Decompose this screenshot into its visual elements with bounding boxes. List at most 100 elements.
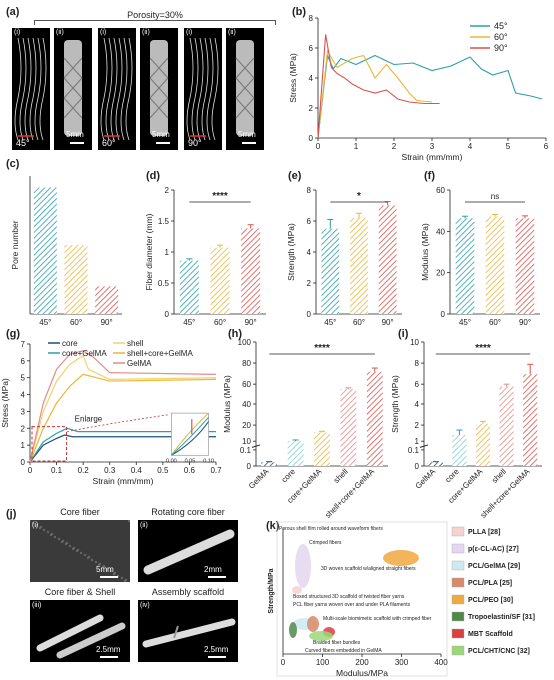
scatter-annotation: PCL fiber yarns woven over and under PLA… xyxy=(293,602,411,608)
y-tick-label: 1 xyxy=(21,441,26,450)
sub-label: (iv) xyxy=(140,602,150,609)
legend-label: core+GelMA xyxy=(62,349,107,358)
legend-swatch xyxy=(451,645,465,656)
chart-b-y-label: Stress (MPa) xyxy=(288,53,298,103)
chart-b-x-label: Strain (mm/mm) xyxy=(402,152,463,162)
panel-label-g: (g) xyxy=(6,328,21,340)
chart-h-y-label: Modulus (MPa) xyxy=(222,375,232,433)
porosity-bracket: Porosity=30% xyxy=(30,10,280,25)
tile-title: Core fiber xyxy=(60,507,100,517)
y-tick-label: 0 xyxy=(165,310,170,319)
bar-60° xyxy=(64,245,88,314)
enlarge-label: Enlarge xyxy=(75,415,103,424)
scatter-region-0 xyxy=(295,544,311,588)
y-tick-label: 6 xyxy=(307,217,312,226)
x-tick-label: core xyxy=(443,467,461,485)
scale-bar xyxy=(242,142,256,144)
legend-label: shell xyxy=(127,339,144,348)
inset-tick-label: 0.05 xyxy=(185,458,196,464)
scale-bar-label: 5mm xyxy=(96,565,114,574)
legend-label: 45° xyxy=(494,21,508,31)
legend-label: Tropoelastin/SF [31] xyxy=(468,614,535,621)
y-tick-label: 7 xyxy=(21,340,26,349)
x-tick-label: shell+core+GelMA xyxy=(323,467,376,520)
panel-label-c: (c) xyxy=(6,158,20,170)
legend-label: 90° xyxy=(494,43,508,53)
panel-label-j: (j) xyxy=(6,508,17,520)
scatter-annotation: 3D woven scaffold w/aligned straight fib… xyxy=(321,566,416,572)
bar-45° xyxy=(321,228,340,314)
x-tick-label: 0 xyxy=(281,658,286,667)
y-tick-label: 6 xyxy=(309,44,314,53)
series-line-core xyxy=(29,434,216,463)
y-tick-label: 0 xyxy=(415,462,420,471)
x-tick-label: 0.2 xyxy=(78,466,90,475)
y-tick-label: 8 xyxy=(309,14,314,23)
y-tick-label: 80 xyxy=(242,359,251,368)
sub-label: (ii) xyxy=(140,522,148,529)
x-tick-label: 0.1 xyxy=(51,466,63,475)
lattice-photo xyxy=(98,28,136,150)
scale-bar xyxy=(70,142,84,144)
series-line-shell xyxy=(29,354,217,463)
scatter-annotation: Braided fiber bundles xyxy=(313,640,361,646)
x-tick-label: shell xyxy=(490,467,508,485)
series-line-45° xyxy=(317,53,543,139)
x-tick-label: 45° xyxy=(324,318,336,327)
chart-d-y-label: Fiber diameter (mm) xyxy=(144,213,154,290)
y-tick-label: 10 xyxy=(410,338,419,347)
y-tick-label: 4 xyxy=(21,391,26,400)
angle-label: 60° xyxy=(102,138,116,148)
significance-label: **** xyxy=(212,191,228,202)
chart-e-y-label: Strength (MPa) xyxy=(286,223,296,281)
x-tick-label: 4 xyxy=(468,142,473,151)
x-tick-label: 90° xyxy=(382,318,394,327)
legend-label: core xyxy=(62,339,78,348)
scatter-region-6 xyxy=(309,631,333,641)
lattice-photo xyxy=(184,28,222,150)
significance-label: **** xyxy=(314,343,330,354)
y-tick-label: 60 xyxy=(242,380,251,389)
bar-GelMA xyxy=(428,462,443,466)
scale-bar-label: 5mm xyxy=(238,130,256,139)
y-tick-label: 0.1 xyxy=(408,446,420,455)
bar-45° xyxy=(455,218,475,314)
scale-bar-label: 2.5mm xyxy=(204,645,229,654)
chart-k-y-label: Strength/MPa xyxy=(268,568,275,613)
significance-label: * xyxy=(357,191,361,202)
series-line-90° xyxy=(317,34,440,139)
scale-bar-label: 5mm xyxy=(152,130,170,139)
y-tick-label: 6 xyxy=(415,380,420,389)
y-tick-label: 4 xyxy=(309,74,314,83)
scale-bar xyxy=(100,656,118,658)
x-tick-label: 2 xyxy=(392,142,397,151)
inset-tick-label: 0.10 xyxy=(203,458,214,464)
scale-bar xyxy=(208,576,226,578)
x-tick-label: 1 xyxy=(354,142,359,151)
chart-g-y-label: Stress (MPa) xyxy=(0,378,10,428)
porosity-title: Porosity=30% xyxy=(127,10,183,20)
x-tick-label: 90° xyxy=(519,318,531,327)
axis-break xyxy=(251,444,261,448)
x-tick-label: 45° xyxy=(183,318,195,327)
bar-60° xyxy=(210,247,230,314)
scaffold-photo xyxy=(140,28,178,150)
bar-45° xyxy=(33,187,57,314)
series-line-60° xyxy=(317,49,433,139)
scatter-region-3 xyxy=(289,622,297,638)
y-tick-label: 2 xyxy=(309,104,314,113)
y-tick-label: 5 xyxy=(21,374,26,383)
x-tick-label: 45° xyxy=(459,318,471,327)
significance-label: ns xyxy=(491,192,499,201)
x-tick-label: 60° xyxy=(214,318,226,327)
tile-title: Core fiber & Shell xyxy=(44,587,116,597)
x-tick-label: 200 xyxy=(355,658,369,667)
y-tick-label: 20 xyxy=(436,269,445,278)
y-tick-label: 0 xyxy=(441,310,446,319)
legend-swatch xyxy=(451,577,465,588)
scale-bar xyxy=(100,576,118,578)
scale-bar xyxy=(156,142,170,144)
legend-label: GelMA xyxy=(127,359,152,368)
scatter-region-7 xyxy=(292,586,302,594)
bar-shell+core+GelMA xyxy=(523,374,538,466)
